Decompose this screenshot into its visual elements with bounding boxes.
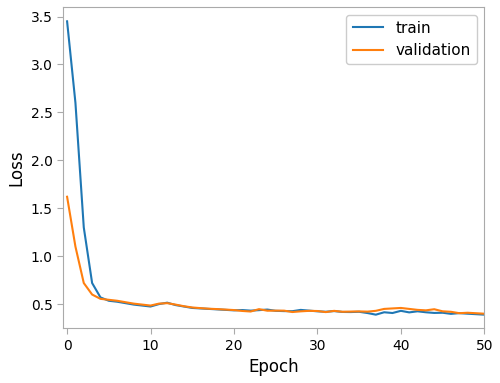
train [473, 312, 479, 316]
train [64, 19, 70, 24]
Legend: train, validation: train, validation [346, 15, 476, 64]
Line: train: train [67, 21, 484, 315]
train [364, 311, 370, 315]
validation [482, 311, 488, 316]
train [340, 309, 345, 314]
validation [64, 195, 70, 199]
train [482, 313, 488, 317]
validation [190, 305, 196, 310]
train [373, 313, 379, 317]
train [198, 306, 203, 311]
validation [156, 301, 162, 306]
validation [198, 306, 203, 311]
train [190, 306, 196, 310]
Y-axis label: Loss: Loss [7, 149, 25, 186]
train [156, 302, 162, 306]
validation [340, 309, 345, 314]
Line: validation: validation [67, 197, 484, 314]
validation [364, 309, 370, 314]
validation [473, 311, 479, 316]
X-axis label: Epoch: Epoch [248, 358, 299, 376]
